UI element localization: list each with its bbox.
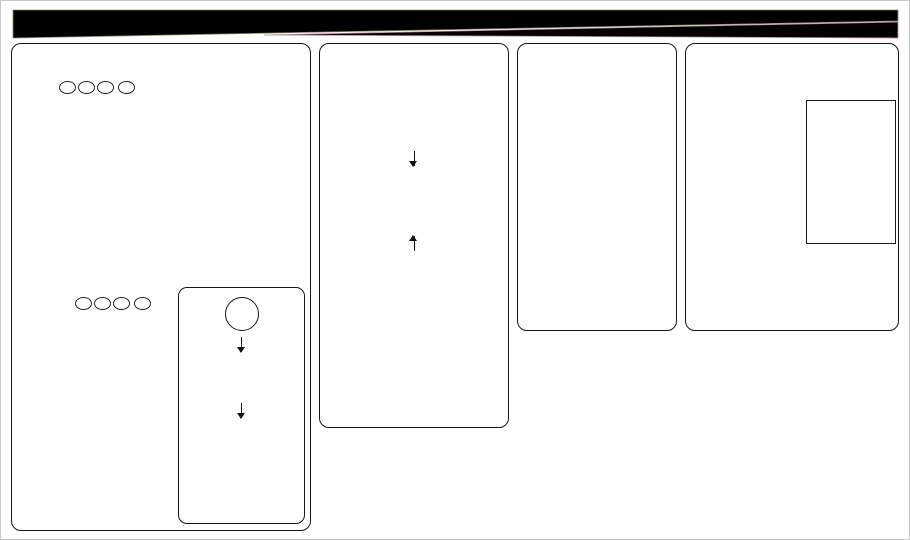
deconvolution-mapping-banner bbox=[12, 9, 899, 39]
down-arrow bbox=[236, 403, 245, 419]
orange-distribution bbox=[443, 78, 495, 144]
purple-distribution bbox=[333, 78, 385, 144]
up-arrow bbox=[409, 235, 418, 251]
estimated-proportions-pie bbox=[220, 355, 264, 399]
panel-regression-based-deconvolution bbox=[11, 43, 311, 531]
panel-f-title bbox=[695, 51, 697, 64]
proportions-row bbox=[353, 175, 476, 227]
capture-spot-ids bbox=[37, 81, 157, 94]
down-arrow bbox=[409, 151, 418, 167]
panel-cluster-based-mapping bbox=[685, 43, 899, 331]
deconvolution-wedge bbox=[12, 9, 899, 39]
teal-distribution bbox=[388, 78, 440, 144]
celltype-distributions bbox=[333, 78, 495, 144]
capture-spot-celltype-heatmap bbox=[57, 320, 170, 450]
unknown-mixture-circle bbox=[224, 297, 259, 331]
scrna-celltype-heatmap bbox=[165, 114, 300, 242]
panel-c-title bbox=[21, 51, 23, 64]
mapping-wedge bbox=[263, 21, 899, 39]
panel-d-content bbox=[325, 70, 503, 343]
capture-spot-heatmap bbox=[40, 102, 154, 242]
shared-space-box bbox=[806, 100, 896, 244]
spot-id bbox=[59, 81, 76, 94]
panel-celltype-scoring bbox=[517, 43, 677, 331]
expression-profile-bars bbox=[335, 258, 493, 338]
regression-box bbox=[178, 287, 305, 524]
shared-space-clusters bbox=[807, 101, 893, 239]
panel-e-title bbox=[527, 51, 665, 64]
panel-d-title bbox=[329, 51, 331, 64]
capture-spot-ids bbox=[54, 297, 172, 310]
spot-id bbox=[97, 81, 114, 94]
spot-id bbox=[94, 297, 111, 310]
celltype-proportions-pie bbox=[353, 175, 405, 227]
down-arrow bbox=[236, 337, 245, 353]
spot-id bbox=[118, 81, 135, 94]
spot-id bbox=[134, 297, 151, 310]
spot-id bbox=[78, 81, 95, 94]
spot-id bbox=[75, 297, 92, 310]
spot-id bbox=[113, 297, 130, 310]
panel-probabilistic-modelling bbox=[319, 43, 509, 428]
